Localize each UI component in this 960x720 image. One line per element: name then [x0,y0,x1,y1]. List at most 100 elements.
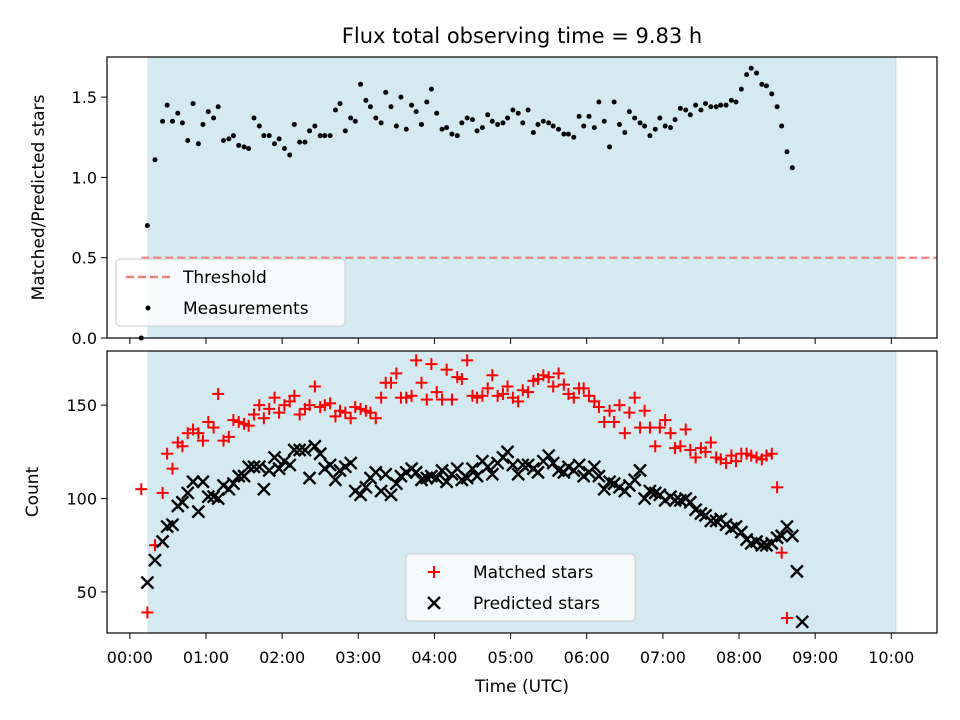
measurement-point [236,142,242,148]
measurement-point [302,139,308,145]
measurement-point [576,113,582,119]
ratio-panel: 0.0 0.5 1.0 1.5 Matched/Predicted stars Thr… [29,56,938,348]
predicted-point [140,575,155,590]
matched-point [745,449,758,462]
predicted-point [627,473,642,487]
predicted-point-b [148,553,162,568]
measurement-point [779,123,785,129]
predicted-point-b [424,469,439,483]
measurement-point [281,146,287,152]
matched-point [369,412,382,425]
measurement-point [535,121,541,127]
predicted-point [531,465,545,480]
top-x-ticks [129,338,892,344]
measurement-point [495,121,501,127]
predicted-point-b [175,495,190,510]
measurement-point [708,104,714,110]
predicted-point [374,484,388,498]
predicted-point [267,450,282,465]
measurement-point [215,104,221,110]
legend-measurements-swatch [145,305,151,311]
legend-threshold-label: Threshold [182,268,267,288]
measurement-point [393,123,399,129]
matched-point [704,436,717,449]
predicted-point-b [308,439,322,454]
predicted-point [790,564,804,579]
matched-point [664,427,677,440]
predicted-point [515,458,530,472]
matched-point [537,369,550,382]
top-panel-frame [106,56,938,339]
matched-point [603,404,616,417]
matched-point [760,449,773,462]
matched-point [207,421,220,434]
predicted-point-b [734,525,749,540]
matched-point [669,442,682,455]
predicted-point-b [627,473,642,487]
measurement-point [769,91,775,97]
measurement-point [358,81,364,87]
predicted-point-b [774,529,789,543]
measurement-point [474,128,480,134]
measurement-point [327,133,333,139]
matched-point [674,440,687,453]
predicted-point-b [226,476,241,491]
predicted-point-b [191,504,206,519]
predicted-point [668,493,682,508]
matched-point [440,363,453,376]
matched-point [461,354,474,367]
predicted-point [384,487,398,502]
predicted-point-b [602,474,617,489]
matched-point [318,399,331,412]
predicted-point-b [465,461,480,476]
matched-point [425,358,438,371]
predicted-point [439,474,454,489]
predicted-point [196,474,210,489]
measurement-point [297,139,303,145]
matched-point [699,445,712,458]
matched-point [481,382,494,395]
y-tick-label: 150 [66,396,97,415]
matched-point [135,483,148,496]
matched-point [257,412,270,425]
measurement-point [348,115,354,121]
measurement-point [266,133,272,139]
predicted-point [683,495,698,510]
measurement-point [637,120,643,126]
predicted-point-b [460,471,475,485]
y-tick-label: 1.5 [72,88,97,107]
measurement-point [195,141,201,147]
predicted-point-b [795,614,810,629]
y-tick-label: 0.0 [72,329,97,348]
predicted-point-b [485,467,500,482]
legend-matched-swatch [428,566,440,578]
measurement-point [652,126,658,132]
top-legend: Threshold Measurements [115,258,346,327]
predicted-point [302,471,317,485]
measurement-point [698,107,704,113]
matched-point [288,389,301,402]
predicted-point-b [292,443,307,457]
measurement-point [510,107,516,113]
measurement-point [693,102,699,108]
measurement-point [479,125,485,131]
measurement-point [164,102,170,108]
predicted-point-b [140,575,155,590]
measurement-point [500,120,506,126]
predicted-point-b [637,491,652,506]
measurement-point [449,131,455,137]
predicted-point [328,473,343,487]
measurement-point [403,126,409,132]
matched-point [471,391,484,404]
matched-point [729,455,742,468]
predicted-point-b [196,474,210,489]
matched-point [339,406,352,419]
measurement-point [687,112,693,118]
measurement-point [337,101,343,107]
legend-measurements-label: Measurements [183,299,309,319]
predicted-point-b [374,484,388,498]
measurement-point [485,112,491,118]
x-tick-label: 05:00 [488,648,534,667]
measurement-point [413,109,419,115]
matched-point [653,421,666,434]
